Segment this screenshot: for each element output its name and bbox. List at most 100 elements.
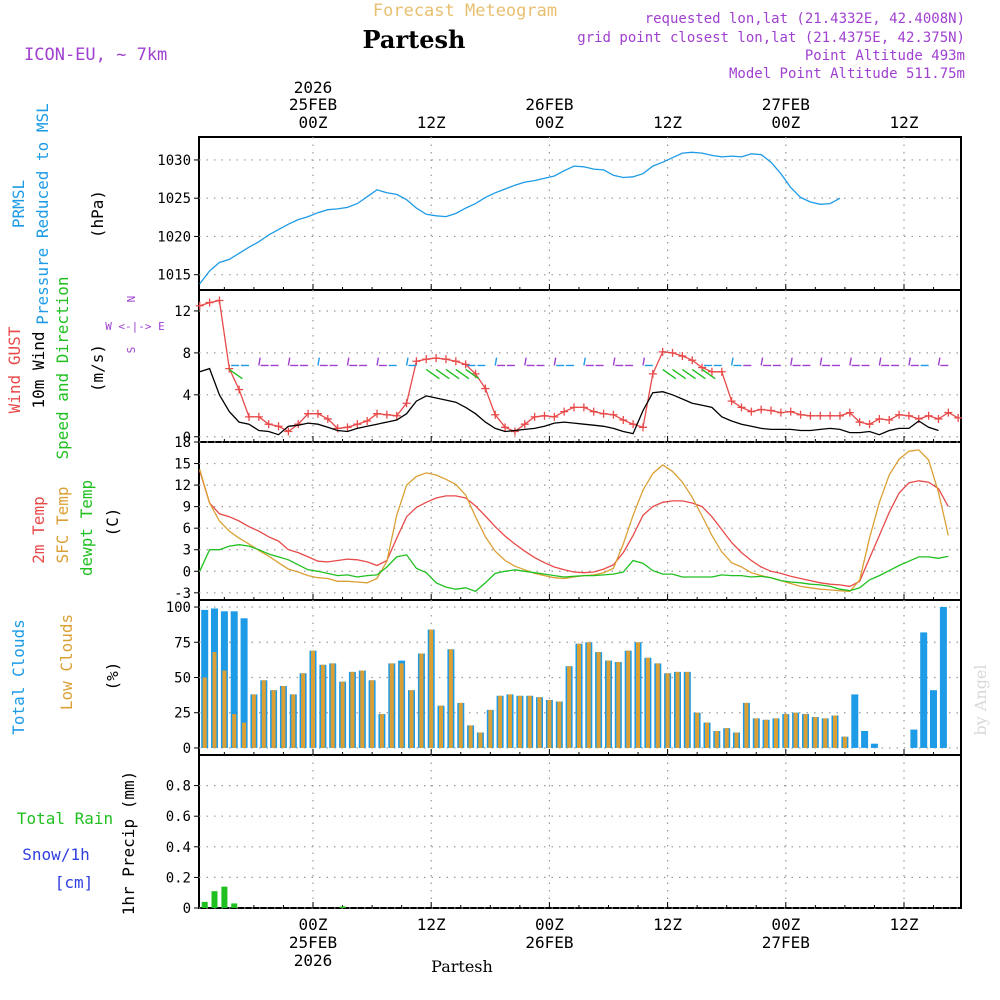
gust-marker xyxy=(835,411,844,420)
top-time-label: 26FEB xyxy=(525,95,573,114)
wind-arrow xyxy=(908,357,912,366)
bar-low-clouds xyxy=(527,695,532,748)
bar-low-clouds xyxy=(685,671,690,748)
bar-low-clouds xyxy=(783,714,788,748)
gust-marker xyxy=(510,427,519,436)
gust-marker xyxy=(422,355,431,364)
bottom-time-label: 12Z xyxy=(417,915,446,934)
gust-marker xyxy=(451,357,460,366)
bar-low-clouds xyxy=(448,649,453,748)
gust-marker xyxy=(816,411,825,420)
top-time-label: 00Z xyxy=(299,113,328,132)
gust-marker xyxy=(747,407,756,416)
bar-low-clouds xyxy=(271,690,276,748)
watermark: by Angel xyxy=(971,664,990,735)
ytick-label: 75 xyxy=(174,635,191,651)
bar-low-clouds xyxy=(557,701,562,748)
bar-total-rain xyxy=(201,901,208,908)
gust-marker xyxy=(954,413,963,422)
gust-marker xyxy=(737,403,746,412)
bar-low-clouds xyxy=(626,650,631,748)
ytick-label: 0 xyxy=(183,741,191,757)
gust-marker xyxy=(432,354,441,363)
gust-marker xyxy=(796,410,805,419)
ytick-label: 12 xyxy=(174,478,191,494)
wind-arrow xyxy=(642,357,646,366)
wind-arrow xyxy=(425,368,440,380)
gust-marker xyxy=(461,360,470,369)
top-time-label: 00Z xyxy=(535,113,564,132)
gust-marker xyxy=(589,407,598,416)
gust-marker xyxy=(629,420,638,429)
bar-low-clouds xyxy=(311,650,315,748)
bar-total-rain xyxy=(211,891,218,908)
point-altitude: Point Altitude 493m xyxy=(805,48,965,64)
gust-marker xyxy=(668,348,677,357)
pressure-label-2: Pressure Reduced to MSL xyxy=(33,103,52,325)
bar-low-clouds xyxy=(774,718,778,748)
model-altitude: Model Point Altitude 511.75m xyxy=(729,66,965,82)
bar-low-clouds xyxy=(606,660,611,748)
top-year-label: 2026 xyxy=(294,78,333,97)
gust-marker xyxy=(560,407,569,416)
wind-arrow xyxy=(672,368,687,380)
gust-marker xyxy=(520,420,529,429)
bar-low-clouds xyxy=(675,671,680,748)
total-clouds-label: Total Clouds xyxy=(9,619,28,735)
ytick-label: 8 xyxy=(183,346,191,362)
bar-low-clouds xyxy=(498,695,503,748)
bar-total-rain xyxy=(231,903,238,908)
ytick-label: 50 xyxy=(174,671,191,687)
gust-marker xyxy=(284,427,293,436)
bar-low-clouds xyxy=(636,642,640,748)
wind-arrow xyxy=(435,368,450,380)
bar-low-clouds xyxy=(301,673,306,748)
ytick-label: -3 xyxy=(174,586,191,602)
compass-rose: N W <-|-> E S xyxy=(105,296,165,354)
snow-cm-label: [cm] xyxy=(55,873,94,892)
gust-marker xyxy=(441,355,450,364)
bottom-time-label: 00Z xyxy=(771,915,800,934)
gust-marker xyxy=(944,408,953,417)
bar-low-clouds xyxy=(360,670,365,748)
ytick-label: 4 xyxy=(183,388,191,404)
gust-marker xyxy=(491,410,500,419)
wind-arrow xyxy=(346,357,350,366)
gust-marker xyxy=(767,406,776,415)
ytick-label: 1030 xyxy=(157,153,191,169)
bar-low-clouds xyxy=(350,671,355,748)
bar-low-clouds xyxy=(517,695,522,748)
ytick-label: 0.8 xyxy=(166,779,191,795)
dewpt-label: dewpt Temp xyxy=(77,480,96,576)
low-clouds-label: Low Clouds xyxy=(57,614,76,710)
gust-marker xyxy=(225,364,234,373)
bar-low-clouds xyxy=(379,714,384,748)
bar-low-clouds xyxy=(705,722,709,748)
ytick-label: 0.2 xyxy=(166,870,191,886)
gust-marker xyxy=(826,411,835,420)
ytick-label: 12 xyxy=(174,304,191,320)
gust-marker xyxy=(501,423,510,432)
bar-low-clouds xyxy=(596,652,601,748)
gust-marker xyxy=(363,417,372,426)
bar-total-clouds xyxy=(851,694,859,748)
bar-low-clouds xyxy=(833,715,837,748)
bar-low-clouds xyxy=(764,719,769,748)
precip-unit: 1hr Precip (mm) xyxy=(119,771,138,916)
bar-total-clouds xyxy=(230,611,238,748)
station-title: Partesh xyxy=(363,25,466,54)
gust-marker xyxy=(579,403,588,412)
grid-coords: grid point closest lon,lat (21.4375E, 42… xyxy=(577,30,965,46)
wind-arrow xyxy=(691,368,706,380)
bar-low-clouds xyxy=(202,677,207,748)
gust-marker xyxy=(934,414,943,423)
gust-label: Wind GUST xyxy=(5,326,24,413)
gust-marker xyxy=(806,411,815,420)
gust-marker xyxy=(235,385,244,394)
bar-low-clouds xyxy=(212,652,217,748)
wind-arrow xyxy=(681,368,696,380)
clouds-unit: (%) xyxy=(103,662,122,691)
bar-low-clouds xyxy=(251,694,256,748)
bar-low-clouds xyxy=(330,663,335,748)
